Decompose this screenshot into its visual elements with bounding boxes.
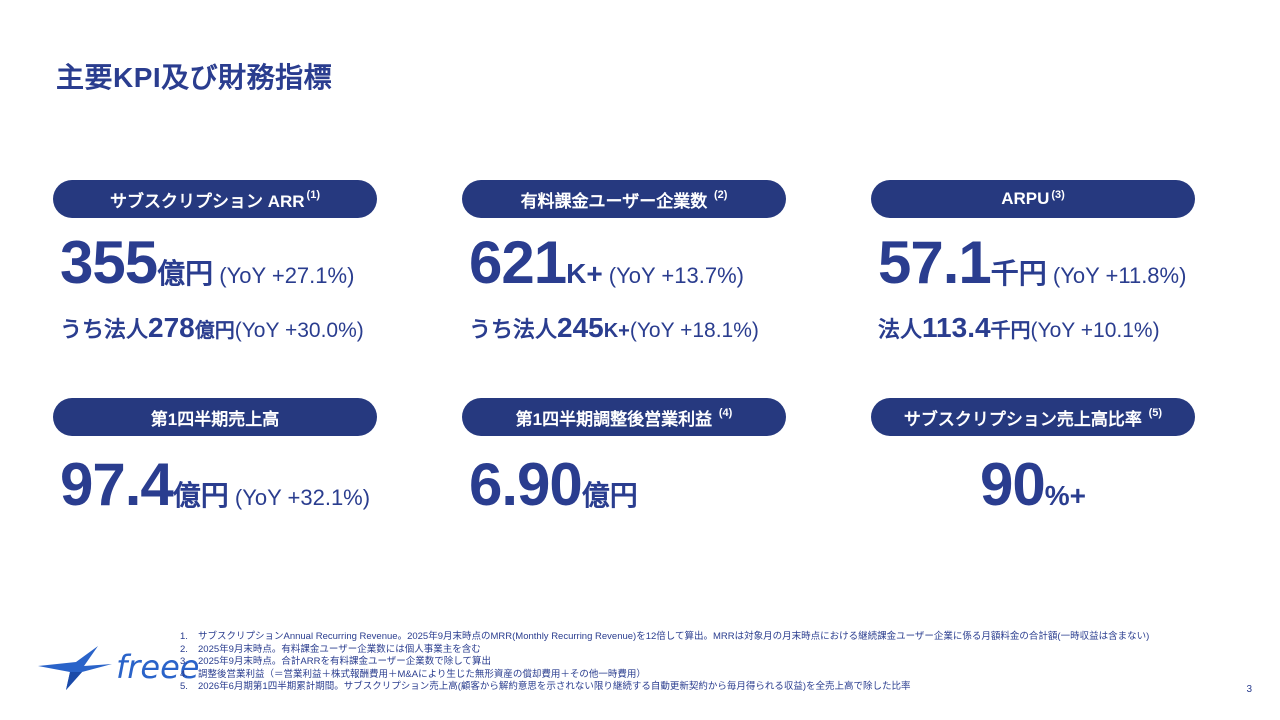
- kpi-value-arpu: 57.1千円 (YoY +11.8%): [878, 228, 1186, 297]
- kpi-value-op-income: 6.90億円: [469, 450, 638, 519]
- users-unit: K+: [566, 258, 603, 289]
- users-value: 621: [469, 229, 567, 296]
- freee-logo-text: freee: [116, 648, 200, 686]
- op-income-value: 6.90: [469, 451, 583, 518]
- revenue-unit: 億円: [172, 480, 229, 511]
- kpi-label-arpu-ref: (3): [1051, 189, 1065, 201]
- arpu-unit: 千円: [990, 258, 1047, 289]
- kpi-label-sub-ratio-ref: (5): [1148, 407, 1163, 419]
- kpi-label-users-text: 有料課金ユーザー企業数: [520, 191, 708, 211]
- kpi-sub-arr: うち法人278億円(YoY +30.0%): [60, 312, 364, 344]
- revenue-value: 97.4: [60, 451, 174, 518]
- arpu-sub-unit: 千円: [990, 320, 1031, 342]
- footnote-text: 2025年9月末時点。合計ARRを有料課金ユーザー企業数で除して算出: [198, 656, 492, 668]
- arr-sub-prefix: うち法人: [60, 317, 149, 342]
- users-sub-prefix: うち法人: [469, 317, 558, 342]
- users-yoy: (YoY +13.7%): [602, 263, 744, 288]
- kpi-label-revenue-text: 第1四半期売上高: [150, 409, 280, 429]
- footnote-3: 3. 2025年9月末時点。合計ARRを有料課金ユーザー企業数で除して算出: [180, 656, 1260, 669]
- kpi-label-sub-ratio-text: サブスクリプション売上高比率: [903, 409, 1142, 429]
- arr-sub-value: 278: [148, 312, 195, 343]
- footnote-text: 2026年6月期第1四半期累計期間。サブスクリプション売上高(顧客から解約意思を…: [198, 681, 911, 693]
- kpi-value-arr: 355億円 (YoY +27.1%): [60, 228, 354, 297]
- kpi-label-arr: サブスクリプション ARR (1): [53, 180, 377, 218]
- users-sub-yoy: (YoY +18.1%): [629, 319, 759, 342]
- footnote-number: 5.: [180, 681, 188, 693]
- footnote-number: 4.: [180, 668, 188, 680]
- kpi-value-revenue: 97.4億円 (YoY +32.1%): [60, 450, 370, 519]
- kpi-value-users: 621K+ (YoY +13.7%): [469, 228, 744, 297]
- footnote-1: 1. サブスクリプションAnnual Recurring Revenue。2025…: [180, 631, 1260, 644]
- kpi-sub-users: うち法人245K+(YoY +18.1%): [469, 312, 759, 344]
- footnotes: 1. サブスクリプションAnnual Recurring Revenue。2025…: [180, 631, 1260, 694]
- kpi-label-arr-text: サブスクリプション ARR: [109, 191, 305, 211]
- kpi-label-users: 有料課金ユーザー企業数 (2): [462, 180, 786, 218]
- arr-unit: 億円: [157, 258, 214, 289]
- arr-value: 355: [60, 229, 158, 296]
- footnote-2: 2. 2025年9月末時点。有料課金ユーザー企業数には個人事業主を含む: [180, 644, 1260, 657]
- page-title: 主要KPI及び財務指標: [56, 62, 333, 93]
- sub-ratio-value: 90: [980, 451, 1046, 518]
- revenue-yoy: (YoY +32.1%): [228, 485, 371, 510]
- users-sub-unit: K+: [603, 320, 630, 342]
- footnote-number: 3.: [180, 656, 188, 668]
- users-sub-value: 245: [557, 312, 604, 343]
- kpi-label-arr-ref: (1): [306, 189, 320, 201]
- arpu-yoy: (YoY +11.8%): [1046, 263, 1187, 288]
- kpi-label-op-income-ref: (4): [718, 407, 733, 419]
- freee-bird-icon: [38, 646, 112, 690]
- kpi-label-op-income-text: 第1四半期調整後営業利益: [515, 409, 713, 429]
- kpi-sub-arpu: 法人113.4千円(YoY +10.1%): [878, 312, 1160, 344]
- arr-sub-unit: 億円: [194, 320, 235, 342]
- kpi-label-arpu-text: ARPU: [1001, 189, 1050, 208]
- footnote-text: サブスクリプションAnnual Recurring Revenue。2025年9…: [198, 631, 1150, 642]
- page-number: 3: [1246, 684, 1252, 695]
- footnote-4: 4. 調整後営業利益（＝営業利益＋株式報酬費用＋M&Aにより生じた無形資産の償却費…: [180, 669, 1260, 682]
- kpi-value-sub-ratio: 90%+: [871, 450, 1195, 519]
- kpi-label-revenue: 第1四半期売上高: [53, 398, 377, 436]
- kpi-label-users-ref: (2): [713, 189, 728, 201]
- arr-yoy: (YoY +27.1%): [213, 263, 355, 288]
- arpu-sub-value: 113.4: [922, 312, 991, 343]
- footnote-number: 1.: [180, 631, 188, 642]
- footnote-5: 5. 2026年6月期第1四半期累計期間。サブスクリプション売上高(顧客から解約意…: [180, 681, 1260, 694]
- op-income-unit: 億円: [581, 480, 638, 511]
- footnote-number: 2.: [180, 643, 188, 655]
- footnote-text: 2025年9月末時点。有料課金ユーザー企業数には個人事業主を含む: [198, 643, 481, 655]
- footnote-text: 調整後営業利益（＝営業利益＋株式報酬費用＋M&Aにより生じた無形資産の償却費用＋…: [198, 668, 646, 680]
- freee-logo: freee: [36, 640, 199, 696]
- sub-ratio-unit: %+: [1044, 480, 1086, 511]
- arpu-sub-yoy: (YoY +10.1%): [1030, 319, 1160, 342]
- kpi-label-arpu: ARPU (3): [871, 180, 1195, 218]
- arpu-sub-prefix: 法人: [878, 317, 923, 342]
- arr-sub-yoy: (YoY +30.0%): [234, 319, 364, 342]
- kpi-label-op-income: 第1四半期調整後営業利益 (4): [462, 398, 786, 436]
- kpi-label-sub-ratio: サブスクリプション売上高比率 (5): [871, 398, 1195, 436]
- arpu-value: 57.1: [878, 229, 992, 296]
